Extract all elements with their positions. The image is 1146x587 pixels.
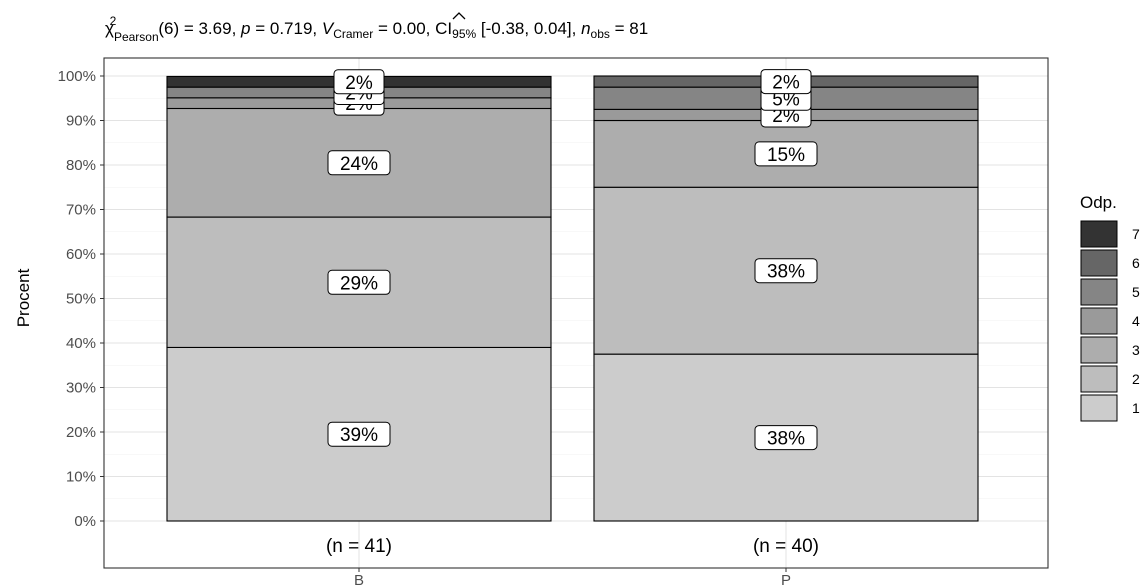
y-tick-label: 30% <box>66 380 96 397</box>
y-axis-title: Procent <box>14 268 33 327</box>
legend-key <box>1079 277 1119 307</box>
data-label-box <box>754 258 818 284</box>
y-tick-label: 60% <box>66 246 96 263</box>
legend-key <box>1079 335 1119 365</box>
data-label-box <box>333 69 385 95</box>
panel-border <box>103 57 1049 569</box>
data-label: 15% <box>767 145 805 166</box>
y-tick-label: 80% <box>66 157 96 174</box>
data-label: 38% <box>767 429 805 450</box>
chart-title: χPearson2 (6) = 3.69, p = 0.719, VCramer … <box>105 14 648 44</box>
data-label-box <box>327 150 391 176</box>
sample-size-label: (n = 41) <box>326 536 392 557</box>
legend-key <box>1079 248 1119 278</box>
legend-key <box>1079 219 1119 249</box>
legend-key <box>1079 306 1119 336</box>
legend-label: 1 <box>1132 400 1140 416</box>
data-label: 5% <box>772 89 800 110</box>
y-tick-label: 20% <box>66 424 96 441</box>
x-tick-label: B <box>354 572 364 587</box>
axes: 0% 10% 20% 30% 40% 50% 60% 70% 80% 90% 100% (n = 41… <box>58 57 1049 587</box>
v-hat-mark <box>452 12 466 20</box>
y-tick-label: 40% <box>66 335 96 352</box>
legend-title: Odp. <box>1080 193 1117 212</box>
data-label-box <box>760 69 812 95</box>
data-label: 38% <box>767 262 805 283</box>
legend-label: 5 <box>1132 284 1140 300</box>
data-label: 2% <box>345 73 373 94</box>
legend-label: 4 <box>1132 313 1140 329</box>
data-label-box <box>327 269 391 295</box>
data-label-box <box>754 141 818 167</box>
legend-label: 3 <box>1132 342 1140 358</box>
data-label: 39% <box>340 425 378 446</box>
x-tick-label: P <box>781 572 791 587</box>
data-label-box <box>327 421 391 447</box>
data-label-box <box>754 425 818 451</box>
sample-size-label: (n = 40) <box>753 536 819 557</box>
y-tick-label: 70% <box>66 202 96 219</box>
y-tick-label: 0% <box>74 513 96 530</box>
y-tick-label: 50% <box>66 291 96 308</box>
y-tick-label: 10% <box>66 469 96 486</box>
legend-key-border <box>1080 336 1118 364</box>
legend-label: 2 <box>1132 371 1140 387</box>
legend-key-border <box>1080 220 1118 248</box>
legend-key-border <box>1080 307 1118 335</box>
data-label: 24% <box>340 154 378 175</box>
legend-key-border <box>1080 249 1118 277</box>
y-tick-label: 90% <box>66 113 96 130</box>
legend-key <box>1079 364 1119 394</box>
legend-label: 6 <box>1132 255 1140 271</box>
data-label: 2% <box>772 73 800 94</box>
legend-key-border <box>1080 278 1118 306</box>
legend-key <box>1079 393 1119 423</box>
y-tick-label: 100% <box>58 68 96 85</box>
segment-labels: 39%29%24%2%2%2%38%38%15%2%5%2% <box>327 69 818 451</box>
data-label: 29% <box>340 273 378 294</box>
data-label: 2% <box>772 106 800 127</box>
legend-label: 7 <box>1132 226 1140 242</box>
legend: Odp. 7 6 5 4 3 2 1 <box>1079 193 1140 423</box>
legend-key-border <box>1080 365 1118 393</box>
legend-key-border <box>1080 394 1118 422</box>
